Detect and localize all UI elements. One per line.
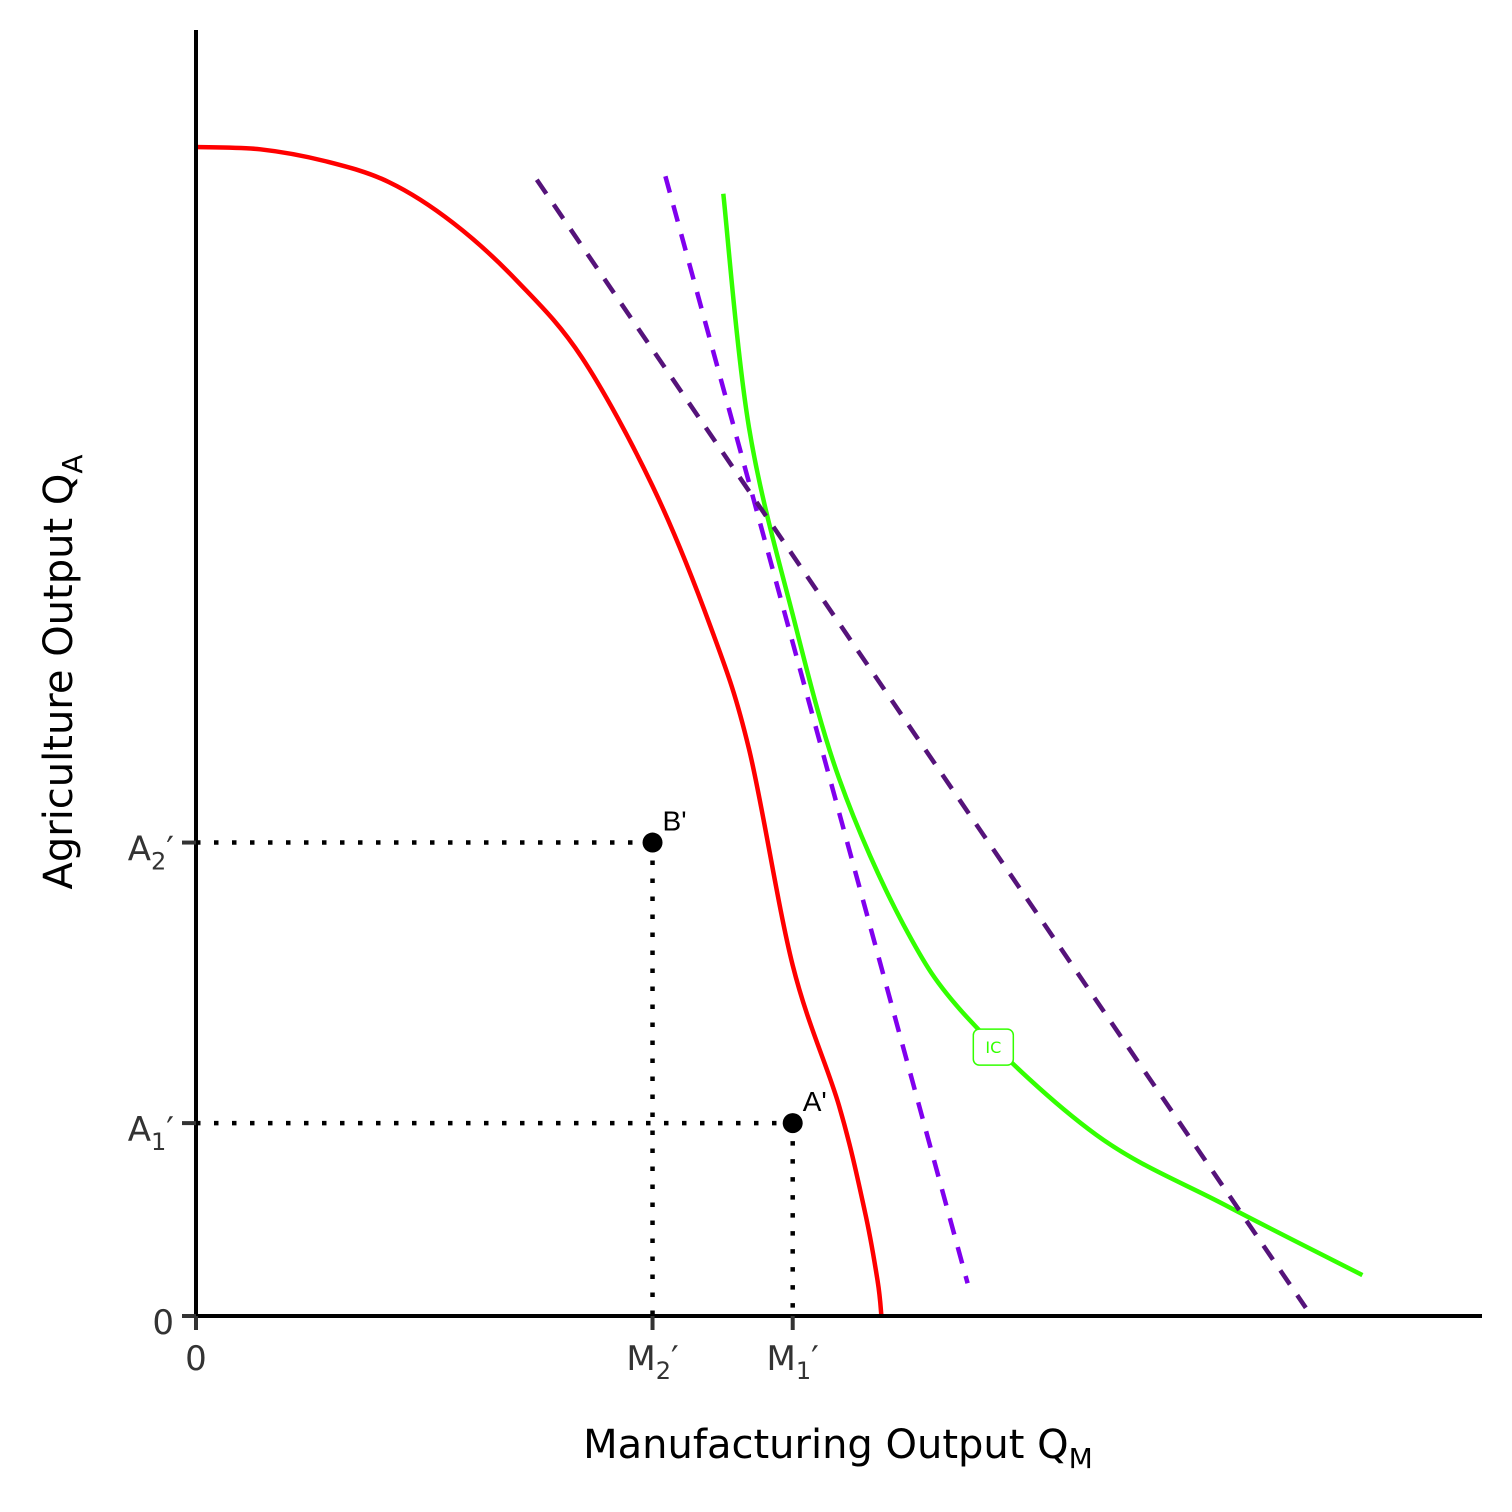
y-axis-title: Agriculture Output QA [36,455,89,890]
y-axis-title-sub: A [56,455,89,474]
y-tick-label-1-sub: 1 [151,1128,166,1156]
y-tick-label-2: A2′ [128,830,174,876]
x-axis-title-main: Manufacturing Output Q [583,1422,1069,1468]
x-tick-label-1: M2′ [626,1339,678,1385]
ppf-line [195,144,884,1317]
x-tick-label-2-prime: ′ [811,1339,819,1379]
point-label-1: A' [803,1086,827,1117]
x-axis-title: Manufacturing Output QM [583,1422,1093,1475]
series-layer: IC [195,144,1364,1317]
y-tick-label-2-main: A [128,830,151,870]
x-tick-label-0-main: 0 [185,1339,207,1379]
ic-label: IC [972,1028,1015,1066]
price-line-flat-line [534,178,1308,1310]
x-axis-title-sub: M [1069,1442,1093,1475]
x-tick-label-2: M1′ [767,1339,819,1385]
y-tick-label-2-prime: ′ [166,830,174,870]
y-tick-label-0-main: 0 [152,1303,174,1343]
label-layer: Manufacturing Output QM Agriculture Outp… [36,455,1093,1476]
ic-line [721,193,1364,1278]
x-tick-label-0: 0 [185,1339,207,1379]
y-tick-label-2-sub: 2 [151,848,166,876]
point-0 [642,832,663,853]
tick-layer: 0 M2′ M1′0A1′A2′ [128,830,819,1385]
x-tick-label-1-prime: ′ [671,1339,679,1379]
y-tick-label-1-main: A [128,1110,151,1150]
axis-layer [194,30,1482,1318]
y-tick-label-1: A1′ [128,1110,174,1156]
x-tick-label-2-main: M [767,1339,796,1379]
price-line-steep-line [663,175,970,1284]
x-tick-label-2-sub: 1 [796,1357,811,1385]
x-tick-label-1-main: M [626,1339,655,1379]
ic-label-text: IC [985,1038,1001,1057]
x-tick-label-1-sub: 2 [656,1357,671,1385]
point-label-0: B' [663,806,687,837]
point-1 [782,1113,803,1134]
guide-layer [196,840,795,1316]
ic-label-box [972,1028,1015,1066]
y-tick-label-0: 0 [152,1303,174,1343]
point-layer: B' A' [642,806,827,1134]
y-axis-title-main: Agriculture Output Q [36,474,82,890]
y-tick-label-1-prime: ′ [166,1110,174,1150]
